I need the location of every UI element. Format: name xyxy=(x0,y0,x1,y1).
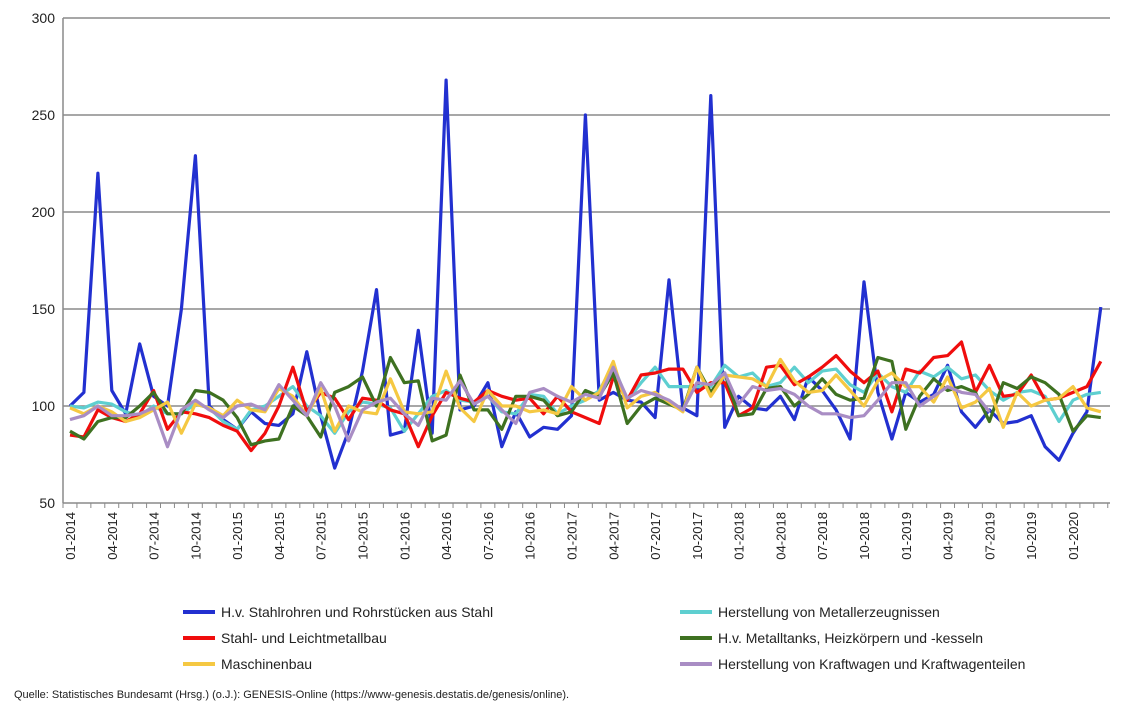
x-tick-label: 04-2017 xyxy=(606,512,621,560)
line-chart: 50 100 150 200 250 300 01-2014 04-2014 07-2014 10… xyxy=(32,10,1110,560)
series-line-4 xyxy=(69,357,1102,435)
x-tick-label: 01-2018 xyxy=(732,512,747,560)
x-tick-label: 04-2019 xyxy=(941,512,956,560)
x-tick-label: 01-2015 xyxy=(230,512,245,560)
legend-swatch xyxy=(680,610,712,614)
legend-label: Maschinenbau xyxy=(221,656,313,672)
y-tick-label: 100 xyxy=(32,398,56,414)
x-tick-label: 01-2017 xyxy=(564,512,579,560)
x-tick-label: 01-2019 xyxy=(899,512,914,560)
x-tick-label: 01-2020 xyxy=(1066,512,1081,560)
x-tick-label: 10-2018 xyxy=(857,512,872,560)
x-tick-label: 04-2018 xyxy=(773,512,788,560)
x-tick-label: 01-2014 xyxy=(63,512,78,560)
x-tick-label: 10-2019 xyxy=(1024,512,1039,560)
legend-swatch xyxy=(680,636,712,640)
legend-label: H.v. Stahlrohren und Rohrstücken aus Sta… xyxy=(221,604,494,620)
x-tick-label: 10-2014 xyxy=(188,512,203,560)
legend-label: H.v. Metalltanks, Heizkörpern und -kesse… xyxy=(718,630,984,646)
x-tick-label: 10-2015 xyxy=(356,512,371,560)
x-tick-label: 07-2018 xyxy=(815,512,830,560)
legend-item-4: Maschinenbau xyxy=(183,656,312,672)
x-tick-label: 07-2019 xyxy=(982,512,997,560)
y-tick-label: 150 xyxy=(32,301,56,317)
legend-label: Stahl- und Leichtmetallbau xyxy=(221,630,387,646)
x-tick-label: 07-2015 xyxy=(314,512,329,560)
source-note: Quelle: Statistisches Bundesamt (Hrsg.) … xyxy=(14,689,570,701)
legend-swatch xyxy=(680,662,712,666)
legend-label: Herstellung von Kraftwagen und Kraftwage… xyxy=(718,656,1026,672)
legend-item-2: Stahl- und Leichtmetallbau xyxy=(183,630,387,646)
x-tick-label: 01-2016 xyxy=(397,512,412,560)
legend-label: Herstellung von Metallerzeugnissen xyxy=(718,604,940,620)
legend-item-0: H.v. Stahlrohren und Rohrstücken aus Sta… xyxy=(183,604,493,620)
x-tick-label: 04-2016 xyxy=(439,512,454,560)
series-line-0 xyxy=(68,78,1103,470)
x-tick-label: 07-2016 xyxy=(481,512,496,560)
series-line-5 xyxy=(69,365,991,449)
legend-item-5: Herstellung von Kraftwagen und Kraftwage… xyxy=(680,656,1025,672)
x-tick-label: 07-2017 xyxy=(648,512,663,560)
legend-swatch xyxy=(183,610,215,614)
x-tick-label: 04-2015 xyxy=(272,512,287,560)
series-line-3 xyxy=(69,355,1102,447)
y-tick-label: 300 xyxy=(32,10,56,26)
y-tick-label: 250 xyxy=(32,107,56,123)
y-tick-label: 50 xyxy=(39,495,55,511)
legend-item-3: H.v. Metalltanks, Heizkörpern und -kesse… xyxy=(680,630,983,646)
x-tick-label: 10-2017 xyxy=(690,512,705,560)
series-line-2 xyxy=(69,340,1103,453)
legend-swatch xyxy=(183,636,215,640)
legend-item-1: Herstellung von Metallerzeugnissen xyxy=(680,604,940,620)
x-tick-label: 04-2014 xyxy=(105,512,120,560)
x-tick-label: 10-2016 xyxy=(523,512,538,560)
legend-swatch xyxy=(183,662,215,666)
x-tick-label: 07-2014 xyxy=(147,512,162,560)
y-tick-label: 200 xyxy=(32,204,56,220)
